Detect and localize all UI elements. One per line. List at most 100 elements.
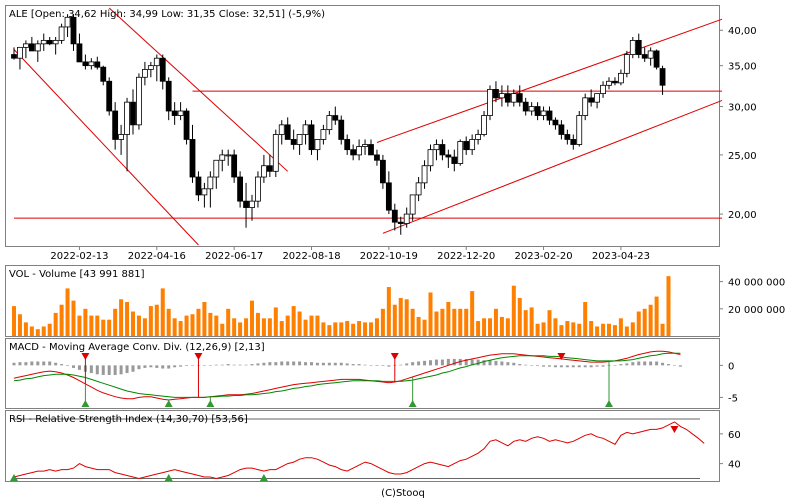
candle-body: [403, 213, 410, 224]
volume-bar: [333, 322, 338, 336]
candle-body: [207, 176, 214, 190]
macd-histogram-bar: [77, 365, 81, 370]
candle-body: [493, 89, 499, 99]
candle-body: [302, 124, 309, 135]
macd-histogram-bar: [458, 358, 462, 366]
volume-bar: [83, 308, 88, 336]
candle-body: [171, 110, 178, 116]
volume-bar: [553, 318, 558, 336]
volume-bar: [458, 308, 463, 336]
volume-bar: [595, 326, 600, 336]
macd-histogram-bar: [214, 364, 218, 366]
volume-bar: [339, 322, 344, 336]
candle-body: [272, 134, 279, 172]
volume-bar: [493, 308, 498, 336]
trend-line: [376, 18, 723, 143]
macd-histogram-bar: [577, 365, 581, 368]
volume-bar: [65, 288, 70, 336]
macd-histogram-bar: [530, 365, 534, 366]
macd-histogram-bar: [327, 362, 331, 366]
volume-bar: [648, 304, 653, 336]
x-tick-label: 2023-02-20: [514, 251, 572, 262]
macd-histogram-bar: [345, 363, 349, 366]
candle-body: [618, 72, 624, 84]
macd-histogram-bar: [542, 365, 546, 367]
volume-bar: [488, 318, 492, 336]
candle-body: [34, 43, 41, 52]
trend-line: [13, 49, 199, 246]
volume-bar: [630, 322, 635, 336]
macd-histogram-bar: [661, 362, 665, 366]
volume-bar: [202, 302, 207, 336]
candle-body: [165, 80, 172, 112]
volume-bar: [285, 315, 290, 336]
macd-histogram-bar: [191, 365, 194, 366]
macd-histogram-bar: [565, 365, 569, 368]
volume-bar: [53, 312, 58, 336]
macd-histogram-bar: [518, 364, 522, 366]
volume-bar: [113, 308, 118, 336]
macd-histogram-bar: [571, 365, 575, 368]
macd-histogram-bar: [375, 365, 379, 366]
volume-bar: [267, 318, 272, 336]
candle-body: [249, 200, 255, 208]
volume-bar: [172, 318, 177, 336]
volume-bar: [416, 316, 421, 336]
sell-signal-marker: [194, 353, 203, 360]
candle-body: [46, 39, 53, 45]
trend-line: [382, 99, 723, 234]
volume-bar: [636, 311, 641, 336]
macd-histogram-bar: [208, 365, 212, 366]
volume-bar: [89, 315, 94, 336]
macd-histogram-bar: [262, 362, 266, 366]
macd-histogram-bar: [536, 365, 540, 366]
candle-body: [415, 182, 422, 196]
candle-body: [201, 188, 208, 196]
candle-body: [421, 165, 428, 184]
volume-title: VOL - Volume [43 991 881]: [9, 269, 145, 280]
volume-bar: [547, 310, 552, 336]
x-tick-label: 2022-06-17: [205, 251, 263, 262]
macd-histogram-bar: [125, 365, 129, 374]
macd-histogram-bar: [470, 359, 474, 366]
candle-body: [213, 159, 220, 178]
candle-body: [177, 110, 184, 116]
volume-bar: [303, 319, 308, 336]
candle-body: [451, 156, 458, 164]
macd-histogram-bar: [173, 365, 177, 368]
candle-body: [219, 154, 226, 161]
candle-body: [338, 119, 345, 140]
macd-histogram-bar: [405, 363, 409, 366]
volume-bar: [535, 323, 540, 336]
volume-bar: [571, 322, 576, 336]
volume-bar: [654, 296, 659, 336]
volume-bar: [244, 318, 249, 336]
candle-body: [52, 39, 59, 45]
candle-body: [136, 76, 142, 126]
macd-panel-frame: [5, 338, 720, 409]
candle-body: [344, 139, 351, 151]
buy-signal-marker: [81, 400, 90, 407]
price-y-tick-label: 20,00: [728, 210, 757, 221]
volume-bar: [17, 314, 22, 336]
macd-histogram-bar: [292, 361, 296, 366]
candle-body: [623, 54, 630, 74]
volume-bar: [577, 323, 582, 336]
volume-bar: [404, 299, 409, 336]
macd-histogram-bar: [232, 364, 236, 366]
macd-histogram-bar: [226, 364, 230, 366]
volume-bar: [529, 307, 534, 336]
rsi-y-tick-label: 60: [728, 430, 741, 441]
macd-histogram-bar: [625, 363, 629, 366]
volume-bar: [482, 318, 487, 336]
candle-body: [17, 46, 23, 59]
price-y-tick-label: 25,00: [728, 151, 757, 162]
volume-bar: [470, 291, 475, 336]
volume-bar: [398, 297, 403, 336]
macd-histogram-bar: [655, 361, 659, 366]
volume-bar: [363, 322, 368, 336]
macd-histogram-bar: [583, 365, 587, 368]
macd-histogram-bar: [304, 362, 308, 366]
volume-bar: [321, 322, 326, 336]
volume-bar: [95, 315, 100, 336]
